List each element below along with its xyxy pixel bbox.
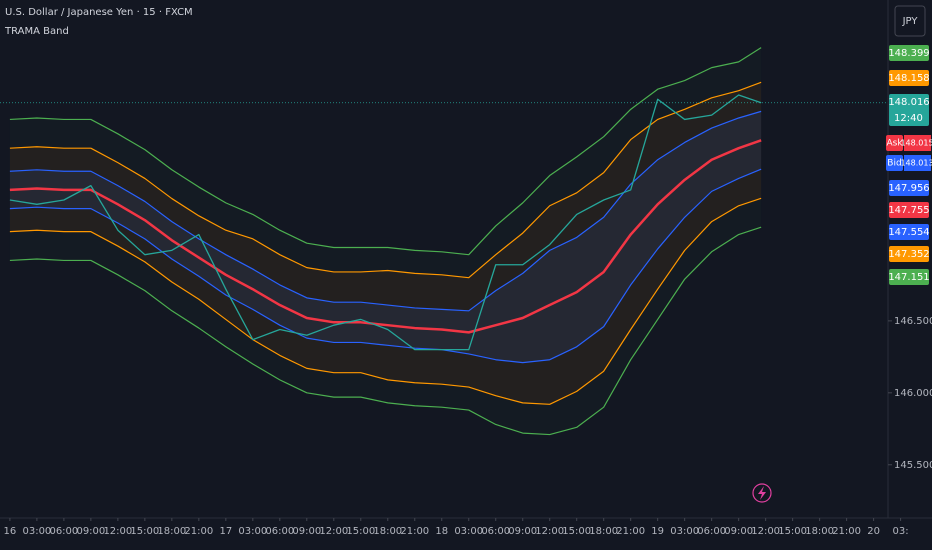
x-tick-label: 18:00 — [157, 526, 186, 537]
bid-tag — [886, 155, 903, 171]
x-tick-label: 20 — [867, 526, 880, 537]
x-tick-label: 03:00 — [238, 526, 267, 537]
x-tick-label: 15:00 — [346, 526, 375, 537]
bid-value: 148.013 — [900, 159, 932, 168]
x-tick-label: 06:00 — [697, 526, 726, 537]
band-line — [9, 81, 762, 279]
ask-tag-label: Ask — [886, 139, 903, 149]
x-tick-label: 21:00 — [400, 526, 429, 537]
price-line — [9, 94, 762, 351]
x-tick-label: 03:00 — [454, 526, 483, 537]
x-tick-label: 09:00 — [76, 526, 105, 537]
currency-button[interactable] — [894, 5, 926, 37]
countdown-label: 12:40 — [894, 113, 923, 124]
band-fill — [9, 169, 762, 405]
ask-tag — [886, 135, 903, 151]
ask-value: 148.015 — [900, 139, 932, 148]
x-tick-label: 15:00 — [778, 526, 807, 537]
band-fill — [9, 82, 762, 311]
band-line — [9, 110, 762, 312]
price-tag-label: 148.399 — [888, 48, 929, 59]
x-tick-label: 09:00 — [292, 526, 321, 537]
price-tag-label: 147.554 — [888, 227, 929, 238]
x-tick-label: 18:00 — [589, 526, 618, 537]
price-tag — [889, 269, 929, 285]
indicator-title: TRAMA Band — [4, 26, 69, 37]
x-tick-label: 06:00 — [49, 526, 78, 537]
price-tag-label: 148.158 — [888, 73, 929, 84]
price-tag-label: 147.151 — [888, 272, 929, 283]
x-tick-label: 09:00 — [724, 526, 753, 537]
x-tick-label: 17 — [219, 526, 232, 537]
x-tick-label: 06:00 — [265, 526, 294, 537]
price-tag — [889, 94, 929, 126]
x-tick-label: 06:00 — [481, 526, 510, 537]
price-tag — [889, 180, 929, 196]
y-tick-label: 146.000 — [894, 388, 932, 399]
x-tick-label: 15:00 — [130, 526, 159, 537]
x-tick-label: 21:00 — [616, 526, 645, 537]
band-line — [9, 197, 762, 405]
x-tick-label: 18:00 — [373, 526, 402, 537]
x-tick-label: 16 — [4, 526, 17, 537]
x-tick-label: 19 — [651, 526, 664, 537]
price-tag — [889, 246, 929, 262]
price-tag — [889, 224, 929, 240]
x-tick-label: 21:00 — [832, 526, 861, 537]
price-tag — [889, 70, 929, 86]
y-tick-label: 145.500 — [894, 460, 932, 471]
x-tick-label: 21:00 — [184, 526, 213, 537]
x-tick-label: 12:00 — [103, 526, 132, 537]
bid-tag-label: Bid — [887, 159, 901, 169]
price-tag — [889, 45, 929, 61]
x-tick-label: 03:00 — [22, 526, 51, 537]
x-tick-label: 12:00 — [751, 526, 780, 537]
band-line — [9, 226, 762, 436]
x-tick-label: 03: — [893, 526, 909, 537]
price-tag-label: 148.016 — [888, 97, 929, 108]
lightning-icon — [752, 483, 772, 503]
x-tick-label: 12:00 — [535, 526, 564, 537]
band-fill — [9, 111, 762, 363]
bid-value-tag — [904, 155, 931, 171]
x-tick-label: 18 — [435, 526, 448, 537]
y-tick-label: 146.500 — [894, 316, 932, 327]
band-line — [9, 139, 762, 334]
price-tag-label: 147.352 — [888, 249, 929, 260]
symbol-title: U.S. Dollar / Japanese Yen · 15 · FXCM — [5, 7, 193, 18]
price-tag-label: 147.755 — [888, 205, 929, 216]
band-line — [9, 168, 762, 364]
x-tick-label: 12:00 — [319, 526, 348, 537]
x-tick-label: 03:00 — [670, 526, 699, 537]
ask-value-tag — [904, 135, 931, 151]
price-tag-label: 147.956 — [888, 183, 929, 194]
x-tick-label: 18:00 — [805, 526, 834, 537]
x-tick-label: 15:00 — [562, 526, 591, 537]
currency-label[interactable]: JPY — [902, 16, 919, 27]
price-tag — [889, 202, 929, 218]
x-tick-label: 09:00 — [508, 526, 537, 537]
